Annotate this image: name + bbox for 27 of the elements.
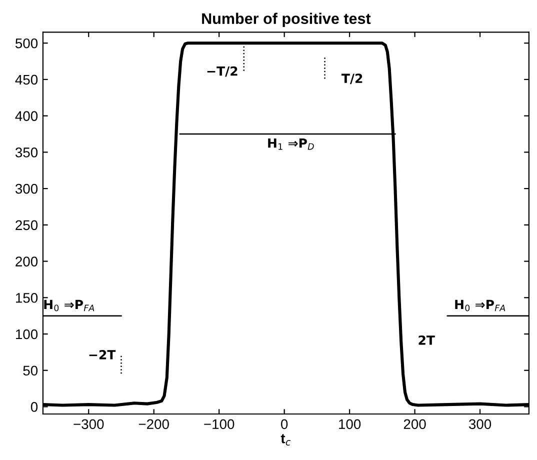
y-tick-label: 300: [15, 184, 38, 194]
annotation: −T/2: [207, 66, 238, 77]
y-tick-label: 0: [30, 402, 38, 412]
y-tick-label: 100: [16, 329, 38, 340]
annotation: 2T: [418, 335, 435, 345]
y-tick-label: 500: [15, 38, 38, 48]
y-tick-label: 250: [16, 220, 38, 230]
annotation: −2T: [89, 350, 116, 360]
annotation: H$_{1}$ ⇒P$_{D}$: [268, 138, 314, 150]
x-tick-label: 200: [404, 419, 426, 430]
x-tick-label: 0: [281, 419, 288, 430]
y-tick-label: 50: [23, 366, 38, 376]
x-tick-label: 100: [339, 419, 361, 430]
x-axis-title: t$_{c}$: [280, 434, 291, 446]
x-tick-label: −300: [74, 419, 104, 430]
y-tick-label: 150: [16, 292, 38, 303]
y-tick-label: 200: [16, 256, 38, 266]
y-tick-label: 400: [15, 111, 38, 121]
x-tick-label: −200: [138, 419, 169, 430]
y-tick-label: 450: [15, 74, 38, 85]
x-tick-label: −100: [204, 419, 234, 430]
y-tick-label: 350: [15, 148, 38, 158]
x-tick-label: 300: [468, 419, 492, 430]
annotation: T/2: [341, 74, 362, 84]
annotation: H$_{0}$ ⇒P$_{FA}$: [455, 300, 506, 312]
chart-title: Number of positive test: [202, 12, 371, 28]
annotation: H$_{0}$ ⇒P$_{FA}$: [44, 300, 94, 312]
